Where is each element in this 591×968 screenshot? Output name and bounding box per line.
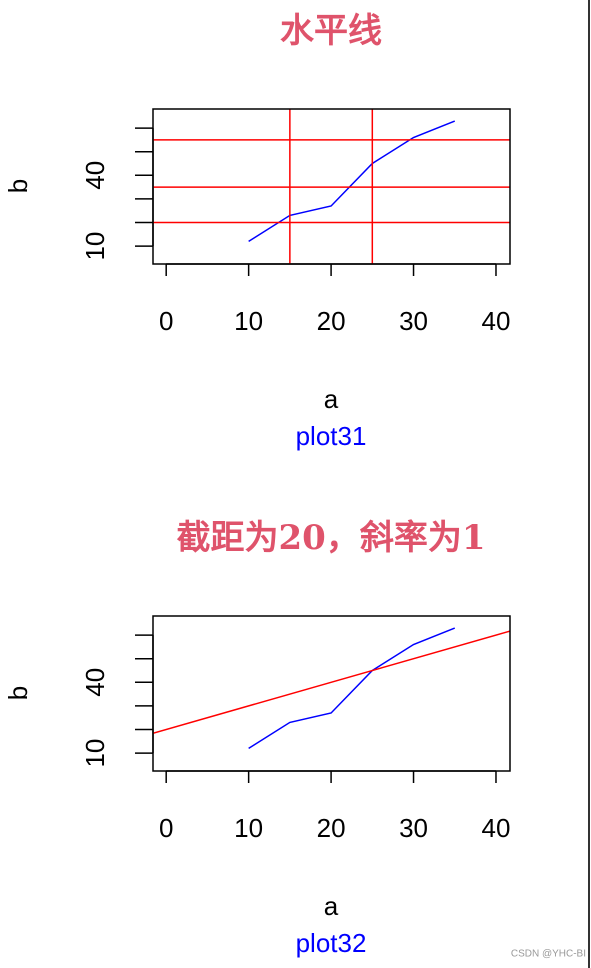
x-tick-label: 40 xyxy=(482,813,511,843)
y-axis-label: b xyxy=(3,179,33,193)
plot-box xyxy=(152,108,511,265)
y-tick-label: 10 xyxy=(80,739,110,768)
ab-line xyxy=(153,630,510,734)
x-tick-label: 30 xyxy=(399,306,428,336)
y-tick-label: 10 xyxy=(80,232,110,261)
x-tick-label: 30 xyxy=(399,813,428,843)
y-axis-label: b xyxy=(3,686,33,700)
chart: 截距为20，斜率为1 a plot32 b 0 10 20 30 40 10 40 xyxy=(3,518,511,958)
watermark: CSDN @YHC-BI xyxy=(511,949,586,960)
x-tick-label: 40 xyxy=(482,306,511,336)
x-tick-label: 0 xyxy=(159,813,173,843)
y-tick-label: 40 xyxy=(80,161,110,190)
plot-box xyxy=(152,615,511,772)
chart: 水平线 a plot31 b 0 10 20 30 40 10 40 xyxy=(3,11,511,451)
data-line xyxy=(248,120,456,242)
x-tick-label: 10 xyxy=(234,306,263,336)
chart-title: 水平线 xyxy=(280,11,382,51)
x-tick-label: 20 xyxy=(317,813,346,843)
data-line xyxy=(248,627,456,749)
chart-title: 截距为20，斜率为1 xyxy=(177,518,486,558)
subtitle: plot31 xyxy=(296,421,367,451)
x-tick-label: 20 xyxy=(317,306,346,336)
y-tick-label: 40 xyxy=(80,668,110,697)
x-tick-label: 10 xyxy=(234,813,263,843)
x-axis-label: a xyxy=(324,384,339,414)
x-axis-label: a xyxy=(324,891,339,921)
subtitle: plot32 xyxy=(296,928,367,958)
x-tick-label: 0 xyxy=(159,306,173,336)
